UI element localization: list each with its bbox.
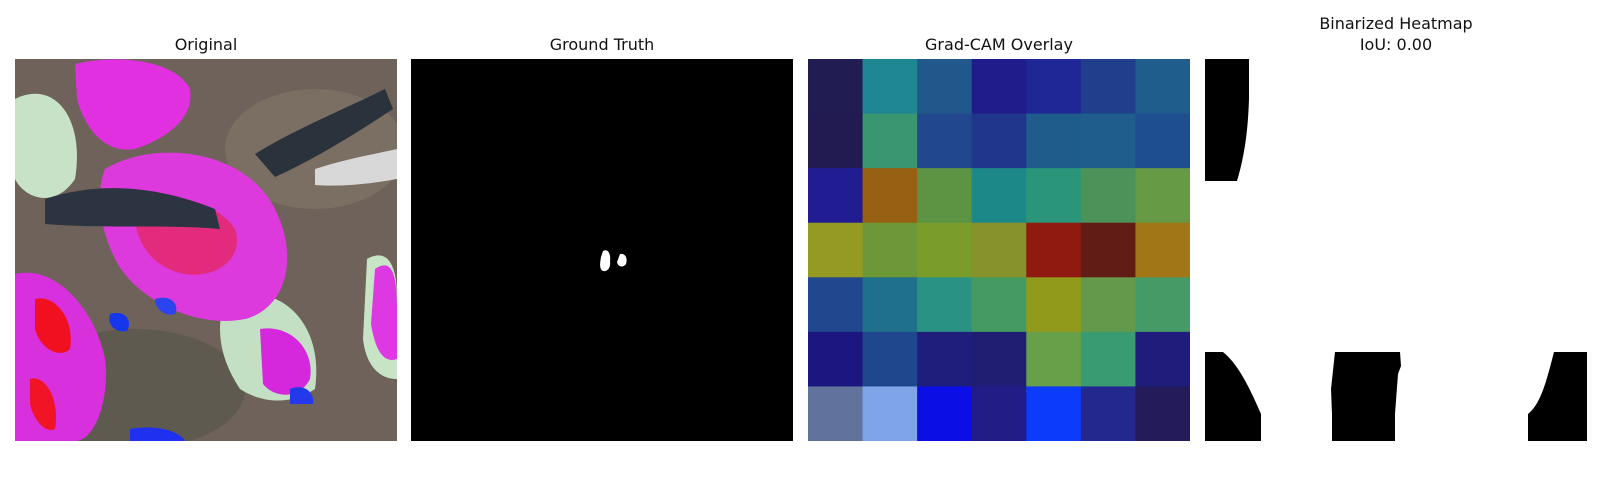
binarized-heatmap <box>1205 59 1587 441</box>
gradcam-cell-r0-c5 <box>1080 59 1136 115</box>
gradcam-cell-r2-c2 <box>917 168 973 224</box>
panel-title-binarized: Binarized Heatmap IoU: 0.00 <box>1319 14 1473 54</box>
gradcam-cell-r4-c6 <box>1135 277 1190 333</box>
gradcam-cell-r2-c1 <box>862 168 918 224</box>
gradcam-cell-r1-c2 <box>917 113 973 169</box>
gradcam-cell-r3-c0 <box>808 222 864 278</box>
gradcam-cell-r0-c1 <box>862 59 918 115</box>
original-image <box>15 59 397 441</box>
gradcam-cell-r2-c4 <box>1026 168 1082 224</box>
gradcam-cell-r3-c4 <box>1026 222 1082 278</box>
gradcam-overlay <box>808 59 1190 441</box>
panel-title-original: Original <box>174 35 238 54</box>
gradcam-cell-r5-c6 <box>1135 331 1190 387</box>
gradcam-cell-r2-c5 <box>1080 168 1136 224</box>
gradcam-cell-r5-c2 <box>917 331 973 387</box>
gradcam-cell-r0-c3 <box>971 59 1027 115</box>
gradcam-cell-r3-c6 <box>1135 222 1190 278</box>
gradcam-cell-r3-c1 <box>862 222 918 278</box>
gradcam-cell-r5-c3 <box>971 331 1027 387</box>
gradcam-cell-r2-c6 <box>1135 168 1190 224</box>
gradcam-cell-r5-c1 <box>862 331 918 387</box>
gradcam-cell-r4-c3 <box>971 277 1027 333</box>
gradcam-cell-r1-c3 <box>971 113 1027 169</box>
gradcam-cell-r1-c5 <box>1080 113 1136 169</box>
gradcam-cell-r5-c0 <box>808 331 864 387</box>
gradcam-cell-r1-c1 <box>862 113 918 169</box>
gradcam-cell-r6-c5 <box>1080 386 1136 441</box>
gradcam-cell-r0-c0 <box>808 59 864 115</box>
gradcam-cell-r4-c4 <box>1026 277 1082 333</box>
gradcam-cell-r6-c3 <box>971 386 1027 441</box>
gradcam-cell-r4-c2 <box>917 277 973 333</box>
gradcam-cell-r3-c3 <box>971 222 1027 278</box>
gradcam-cell-r5-c4 <box>1026 331 1082 387</box>
gradcam-cell-r3-c5 <box>1080 222 1136 278</box>
gradcam-cell-r0-c6 <box>1135 59 1190 115</box>
gradcam-cell-r0-c2 <box>917 59 973 115</box>
gradcam-cell-r1-c6 <box>1135 113 1190 169</box>
gradcam-cell-r0-c4 <box>1026 59 1082 115</box>
gradcam-cell-r6-c4 <box>1026 386 1082 441</box>
gradcam-cell-r3-c2 <box>917 222 973 278</box>
ground-truth-mask <box>411 59 793 441</box>
gradcam-cell-r2-c0 <box>808 168 864 224</box>
gradcam-cell-r1-c0 <box>808 113 864 169</box>
gradcam-cell-r6-c2 <box>917 386 973 441</box>
panel-title-gradcam: Grad-CAM Overlay <box>925 35 1073 54</box>
gradcam-cell-r5-c5 <box>1080 331 1136 387</box>
panel-title-ground-truth: Ground Truth <box>549 35 655 54</box>
gradcam-cell-r4-c0 <box>808 277 864 333</box>
gradcam-cell-r6-c6 <box>1135 386 1190 441</box>
gradcam-cell-r6-c0 <box>808 386 864 441</box>
gradcam-cell-r4-c1 <box>862 277 918 333</box>
gradcam-cell-r2-c3 <box>971 168 1027 224</box>
gradcam-cell-r6-c1 <box>862 386 918 441</box>
gradcam-cell-r1-c4 <box>1026 113 1082 169</box>
gradcam-cell-r4-c5 <box>1080 277 1136 333</box>
